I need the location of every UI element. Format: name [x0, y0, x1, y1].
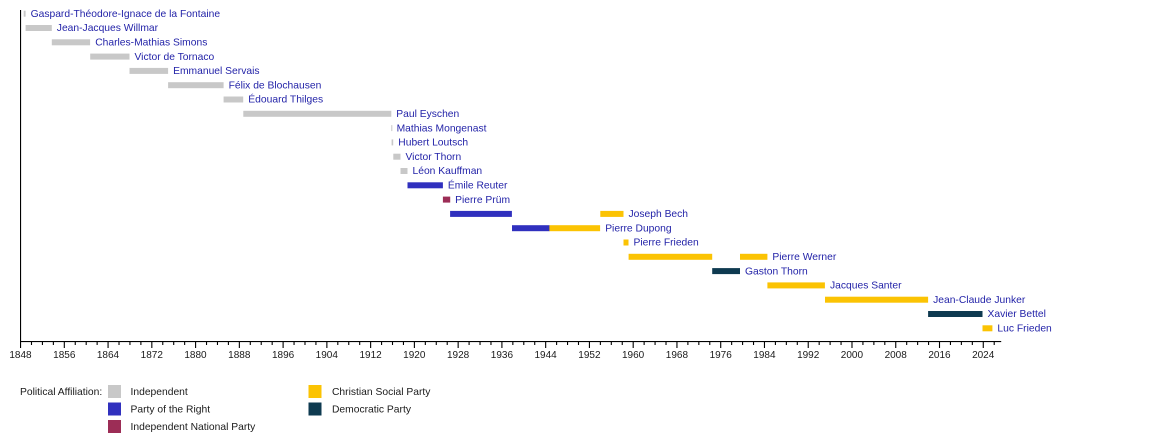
svg-text:1944: 1944 [534, 350, 557, 361]
svg-text:1984: 1984 [753, 350, 776, 361]
svg-text:Hubert Loutsch: Hubert Loutsch [398, 138, 468, 149]
svg-text:Emmanuel Servais: Emmanuel Servais [173, 66, 259, 77]
svg-text:Democratic Party: Democratic Party [332, 405, 412, 416]
svg-text:Victor Thorn: Victor Thorn [406, 152, 462, 163]
svg-text:1960: 1960 [622, 350, 645, 361]
svg-text:Pierre Dupong: Pierre Dupong [605, 223, 672, 234]
svg-text:1920: 1920 [403, 350, 426, 361]
svg-text:Luc Frieden: Luc Frieden [997, 324, 1052, 335]
svg-text:Christian Social Party: Christian Social Party [332, 387, 431, 398]
svg-text:1904: 1904 [316, 350, 339, 361]
svg-text:Jean-Jacques Willmar: Jean-Jacques Willmar [57, 23, 159, 34]
svg-text:Gaspard-Théodore-Ignace de la: Gaspard-Théodore-Ignace de la Fontaine [31, 9, 221, 20]
svg-text:Jacques Santer: Jacques Santer [830, 281, 902, 292]
svg-text:Félix de Blochausen: Félix de Blochausen [229, 80, 322, 91]
svg-text:2000: 2000 [841, 350, 864, 361]
svg-text:Independent National Party: Independent National Party [131, 422, 257, 433]
svg-text:1928: 1928 [447, 350, 470, 361]
svg-text:Victor de Tornaco: Victor de Tornaco [135, 52, 215, 63]
svg-text:1872: 1872 [141, 350, 164, 361]
svg-text:Pierre Frieden: Pierre Frieden [634, 238, 700, 249]
svg-text:1976: 1976 [710, 350, 733, 361]
svg-text:2016: 2016 [928, 350, 951, 361]
svg-text:Émile Reuter: Émile Reuter [448, 179, 508, 192]
svg-text:1888: 1888 [228, 350, 251, 361]
svg-text:1896: 1896 [272, 350, 295, 361]
svg-text:Pierre Prüm: Pierre Prüm [455, 195, 510, 206]
svg-text:Édouard Thilges: Édouard Thilges [248, 93, 323, 106]
svg-text:Political Affiliation:: Political Affiliation: [20, 387, 102, 398]
svg-text:2008: 2008 [885, 350, 908, 361]
svg-text:Charles-Mathias Simons: Charles-Mathias Simons [95, 38, 207, 49]
svg-text:Mathias Mongenast: Mathias Mongenast [397, 123, 487, 134]
svg-text:1992: 1992 [797, 350, 820, 361]
svg-text:Paul Eyschen: Paul Eyschen [396, 109, 459, 120]
svg-text:Xavier Bettel: Xavier Bettel [988, 309, 1046, 320]
svg-text:Independent: Independent [131, 387, 188, 398]
svg-text:1856: 1856 [53, 350, 76, 361]
svg-text:Léon Kauffman: Léon Kauffman [413, 166, 483, 177]
svg-text:1968: 1968 [666, 350, 689, 361]
svg-text:2024: 2024 [972, 350, 995, 361]
svg-text:1864: 1864 [97, 350, 120, 361]
svg-text:Joseph Bech: Joseph Bech [629, 209, 689, 220]
svg-text:1880: 1880 [184, 350, 207, 361]
svg-text:Pierre Werner: Pierre Werner [772, 252, 836, 263]
svg-text:Party of the Right: Party of the Right [131, 405, 211, 416]
svg-text:1936: 1936 [491, 350, 514, 361]
svg-text:Jean-Claude Junker: Jean-Claude Junker [933, 295, 1026, 306]
svg-text:1952: 1952 [578, 350, 601, 361]
svg-text:1912: 1912 [359, 350, 382, 361]
svg-text:1848: 1848 [9, 350, 32, 361]
svg-text:Gaston Thorn: Gaston Thorn [745, 266, 808, 277]
